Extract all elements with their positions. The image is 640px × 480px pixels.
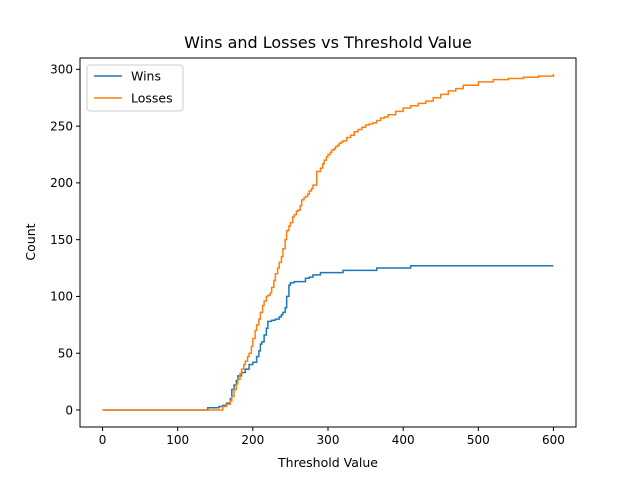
x-tick-label: 400 (392, 433, 415, 447)
x-tick-label: 600 (542, 433, 565, 447)
legend: Wins Losses (86, 64, 184, 112)
series-line-losses (102, 73, 555, 411)
y-tick-label: 50 (58, 347, 73, 361)
y-tick-label: 300 (50, 63, 73, 77)
legend-label-losses: Losses (131, 91, 173, 106)
x-tick-label: 200 (241, 433, 264, 447)
x-tick-label: 0 (99, 433, 107, 447)
x-tick-label: 100 (166, 433, 189, 447)
y-tick-label: 150 (50, 233, 73, 247)
x-axis-label: Threshold Value (277, 455, 378, 470)
y-axis-ticks: 0 50 100 150 200 250 300 (50, 63, 80, 417)
x-tick-label: 300 (317, 433, 340, 447)
legend-label-wins: Wins (131, 69, 161, 84)
plot-lines (102, 73, 555, 411)
x-axis-ticks: 0 100 200 300 400 500 600 (99, 427, 565, 447)
chart-title: Wins and Losses vs Threshold Value (184, 33, 472, 52)
y-tick-label: 0 (65, 403, 73, 417)
y-tick-label: 100 (50, 290, 73, 304)
series-line-wins (102, 265, 554, 411)
plot-frame (79, 57, 577, 428)
y-tick-label: 250 (50, 119, 73, 133)
x-tick-label: 500 (467, 433, 490, 447)
y-tick-label: 200 (50, 176, 73, 190)
y-axis-label: Count (23, 223, 38, 260)
